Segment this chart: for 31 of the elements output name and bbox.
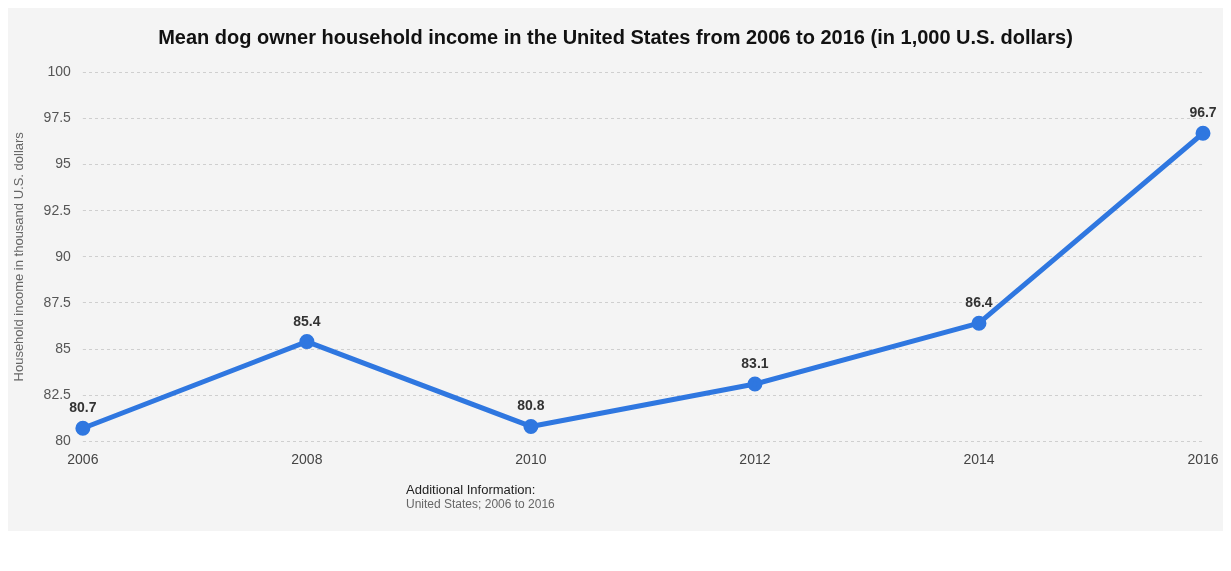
y-tick-label: 87.5 (43, 293, 72, 310)
point (971, 315, 987, 331)
chart-title: Mean dog owner household income in the United States from 2006 to 2016 (in 1,000 U.S. dollars) (157, 25, 1074, 50)
point (747, 376, 763, 392)
point (523, 418, 539, 434)
y-tick-label: 90 (55, 247, 72, 264)
data-label: 80.7 (69, 399, 97, 416)
y-tick-label: 100 (47, 63, 72, 80)
x-tick-label: 2012 (739, 451, 771, 468)
text: United States; 2006 to 2016 (406, 497, 556, 511)
y-tick-label: 92.5 (43, 201, 72, 218)
y-tick-label: 95 (55, 155, 72, 172)
y-axis-title: Household income in thousand U.S. dollars (11, 131, 27, 382)
y-tick-label: 80 (55, 432, 72, 449)
x-tick-label: 2006 (67, 451, 99, 468)
data-label: 86.4 (965, 294, 993, 311)
y-tick-label: 82.5 (43, 385, 72, 402)
x-tick-label: 2014 (963, 451, 995, 468)
y-tick-label: 97.5 (43, 109, 72, 126)
x-tick-label: 2010 (515, 451, 547, 468)
data-label: 96.7 (1189, 104, 1217, 121)
data-label: 83.1 (741, 355, 769, 372)
point (299, 334, 315, 350)
text: Additional Information: (406, 482, 537, 497)
data-label: 85.4 (293, 312, 321, 329)
x-tick-label: 2008 (291, 451, 323, 468)
x-tick-label: 2016 (1187, 451, 1219, 468)
data-label: 80.8 (517, 397, 545, 414)
y-tick-label: 85 (55, 339, 72, 356)
point (75, 420, 91, 436)
point (1195, 125, 1211, 141)
